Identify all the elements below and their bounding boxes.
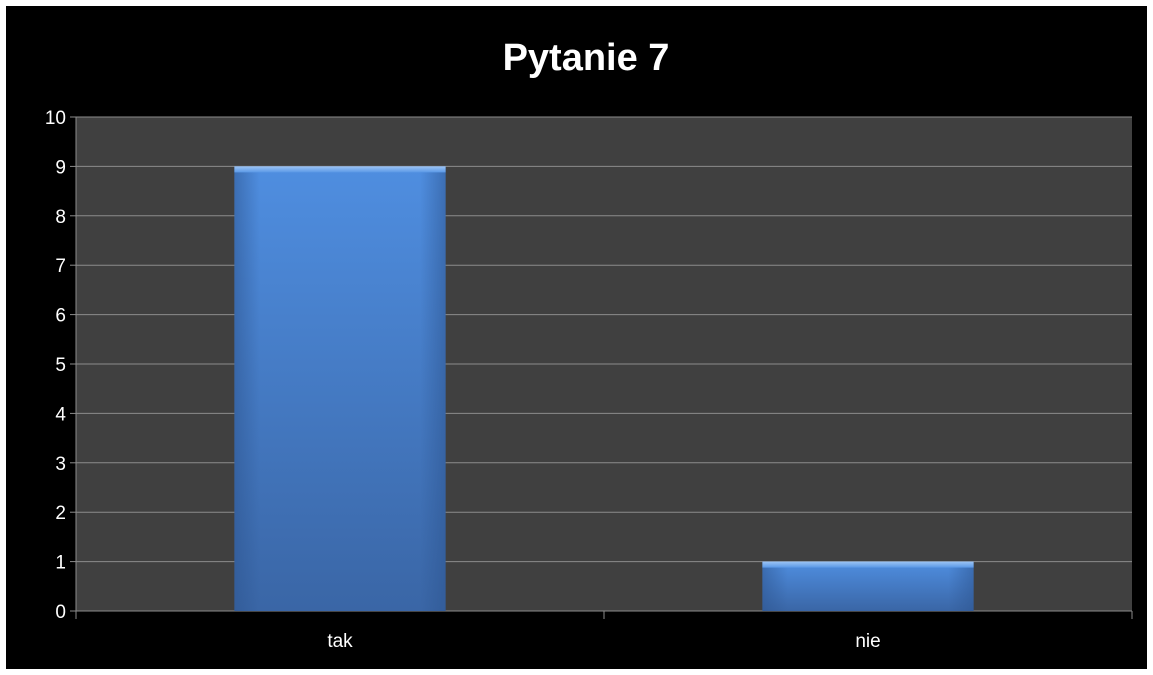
bar-chart: Pytanie 7 0 1 2 3 4 5 6 7 8 9 10 tak nie [45, 37, 1133, 652]
y-tick-label: 1 [55, 553, 66, 574]
y-tick-label: 10 [45, 108, 66, 129]
y-tick-label: 6 [55, 306, 66, 327]
bars [234, 166, 974, 611]
bar-shading [762, 561, 974, 611]
y-tick-label: 2 [55, 503, 66, 524]
bar-top-bevel [762, 561, 974, 568]
y-tick-label: 9 [55, 157, 66, 178]
y-tick-label: 8 [55, 207, 66, 228]
x-tick-label: nie [855, 631, 880, 652]
bar-top-bevel [234, 166, 446, 173]
chart-title: Pytanie 7 [503, 37, 670, 79]
tick-labels: 0 1 2 3 4 5 6 7 8 9 10 tak nie [45, 108, 881, 652]
bar-nie [762, 561, 974, 611]
chart-frame: Pytanie 7 0 1 2 3 4 5 6 7 8 9 10 tak nie [6, 6, 1147, 669]
y-tick-label: 5 [55, 355, 66, 376]
y-tick-label: 4 [55, 404, 66, 425]
bar-tak [234, 166, 446, 611]
y-tick-label: 3 [55, 454, 66, 475]
y-tick-label: 7 [55, 256, 66, 277]
y-tick-label: 0 [55, 602, 66, 623]
x-tick-label: tak [327, 631, 353, 652]
bar-shading [234, 166, 446, 611]
